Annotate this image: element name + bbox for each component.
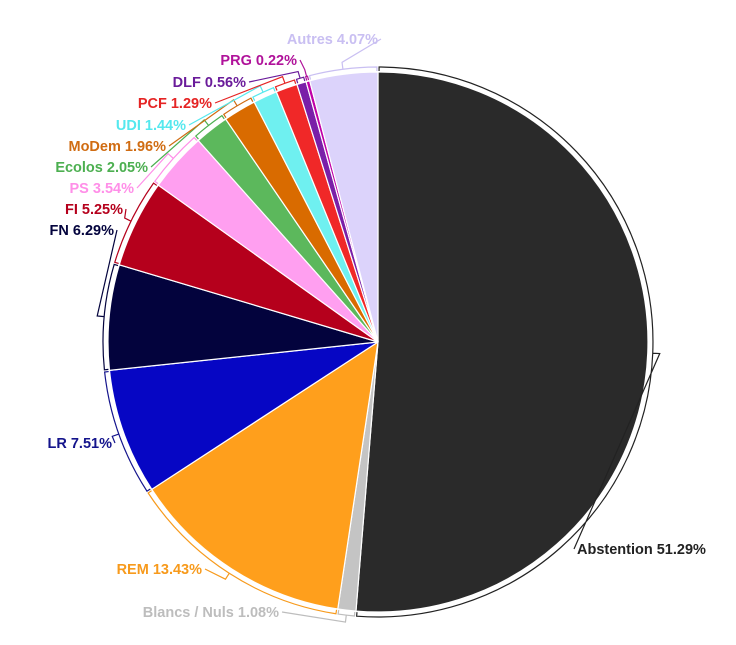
- slice-label-prg: PRG 0.22%: [220, 53, 297, 69]
- label-leader-pcf: [214, 75, 297, 104]
- label-leader-blancs-nuls: [281, 610, 356, 623]
- slice-label-udi: UDI 1.44%: [116, 118, 186, 134]
- slice-label-blancs-nuls: Blancs / Nuls 1.08%: [143, 605, 279, 621]
- slice-label-pcf: PCF 1.29%: [138, 96, 212, 112]
- label-leader-ecolos: [150, 114, 225, 168]
- slice-label-rem: REM 13.43%: [117, 562, 203, 578]
- slice-label-lr: LR 7.51%: [48, 436, 113, 452]
- slice-label-ecolos: Ecolos 2.05%: [55, 160, 148, 176]
- slice-label-fi: FI 5.25%: [65, 202, 123, 218]
- pie-slice-lr: [108, 341, 379, 491]
- label-leader-autres: [308, 38, 382, 80]
- pie-slice-autres: [308, 71, 379, 343]
- label-leader-rem: [147, 490, 338, 615]
- slice-label-modem: MoDem 1.96%: [68, 139, 166, 155]
- slice-label-fn: FN 6.29%: [50, 223, 115, 239]
- slice-label-dlf: DLF 0.56%: [173, 75, 246, 91]
- slice-label-ps: PS 3.54%: [70, 181, 135, 197]
- slice-label-autres: Autres 4.07%: [287, 32, 378, 48]
- label-leader-prg: [299, 59, 310, 81]
- label-leader-dlf: [248, 70, 306, 84]
- pie-slice-rem: [150, 340, 379, 610]
- label-leader-fn: [96, 229, 119, 371]
- slice-label-abstention: Abstention 51.29%: [577, 542, 706, 558]
- label-leader-fi: [114, 182, 158, 265]
- label-leader-lr: [103, 370, 151, 492]
- label-leader-abstention: [356, 66, 661, 618]
- pie-slice-abstention: [355, 71, 649, 613]
- label-leader-ps: [136, 136, 198, 189]
